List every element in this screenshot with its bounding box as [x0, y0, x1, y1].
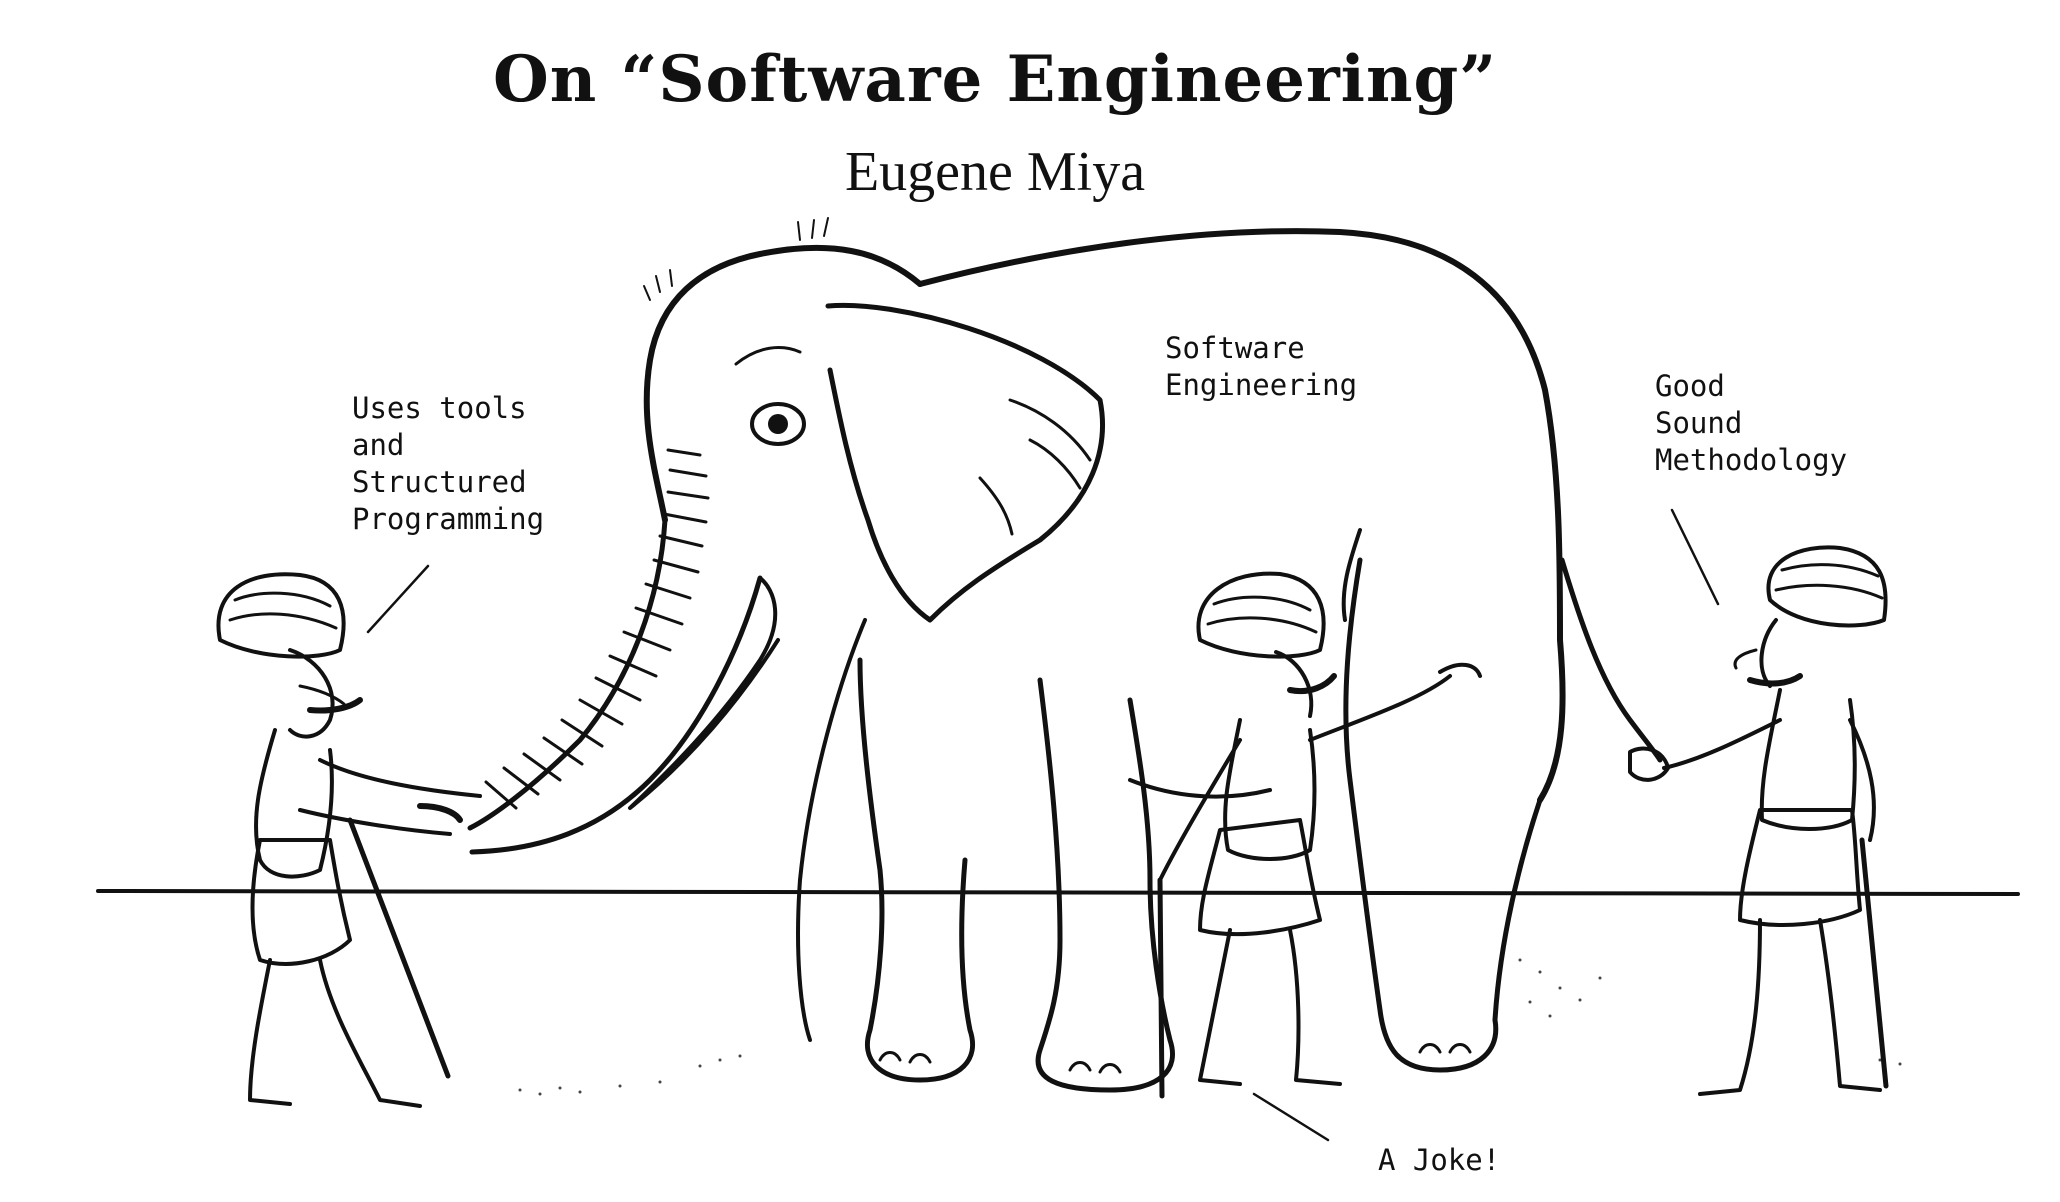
legs-center — [1198, 928, 1342, 1086]
elephant — [467, 217, 1663, 1093]
label-pointers — [366, 508, 1720, 1142]
body-left — [254, 728, 334, 879]
beard-left — [307, 697, 363, 714]
beard-right — [1747, 673, 1803, 687]
elephant-trunk-lower — [469, 575, 763, 855]
elephant-hind-leg-left — [1343, 557, 1499, 1073]
ground-shading — [518, 958, 1902, 1096]
pointer-joke — [1252, 1092, 1330, 1142]
beard-center — [1287, 673, 1337, 694]
elephant-head — [643, 244, 923, 523]
blind-man-center — [1157, 571, 1482, 1099]
trunk-wrinkles — [484, 448, 710, 810]
hand-right — [1628, 746, 1670, 782]
elephant-trunk-upper — [467, 517, 668, 831]
hand-left — [417, 803, 463, 823]
elephant-front-leg-left — [857, 657, 975, 1083]
cane-right — [1859, 837, 1889, 1089]
arm-center — [1308, 674, 1452, 742]
elephant-hind-leg-right — [1492, 797, 1543, 1023]
face-left — [288, 648, 335, 739]
arm-right — [1662, 718, 1782, 770]
face-center — [1274, 650, 1314, 718]
elephant-front-body — [796, 618, 867, 1042]
label-software-engineering: Software Engineering — [1165, 331, 1358, 402]
label-tools-structured-programming: Uses tools and Structured Programming — [352, 391, 545, 536]
label-a-joke: A Joke! — [1378, 1143, 1501, 1177]
elephant-toenails — [878, 1043, 1472, 1074]
arm-left — [318, 758, 482, 798]
figure-author: Eugene Miya — [844, 141, 1146, 203]
figure-title: On “Software Engineering” — [492, 42, 1498, 117]
loincloth-right — [1738, 808, 1862, 927]
elephant-ear — [825, 302, 1105, 623]
elephant-belly — [1128, 778, 1272, 799]
pointer-left — [366, 564, 430, 634]
elephant-back — [917, 228, 1566, 803]
turban-right — [1766, 545, 1888, 628]
elephant-eye — [734, 346, 806, 446]
hand-center — [1438, 662, 1482, 678]
legs-left — [248, 958, 422, 1108]
legs-right — [1698, 918, 1882, 1096]
elephant-front-leg-right — [1035, 677, 1175, 1093]
cane-center — [1157, 877, 1165, 1099]
elephant-hairs — [643, 217, 829, 301]
loincloth-center — [1198, 818, 1322, 937]
elephant-tail — [1559, 557, 1663, 763]
elephant-tusk — [628, 576, 780, 810]
blind-man-left — [216, 572, 482, 1108]
label-good-sound-methodology: Good Sound Methodology — [1655, 369, 1848, 477]
loincloth-left — [250, 838, 352, 966]
body-right — [1759, 688, 1857, 831]
pointer-right — [1670, 508, 1720, 606]
cane-left — [347, 817, 451, 1079]
turban-left — [216, 572, 346, 659]
blind-man-right — [1628, 545, 1889, 1096]
face-right — [1759, 618, 1778, 688]
body-center — [1223, 718, 1317, 861]
turban-center — [1196, 571, 1326, 659]
